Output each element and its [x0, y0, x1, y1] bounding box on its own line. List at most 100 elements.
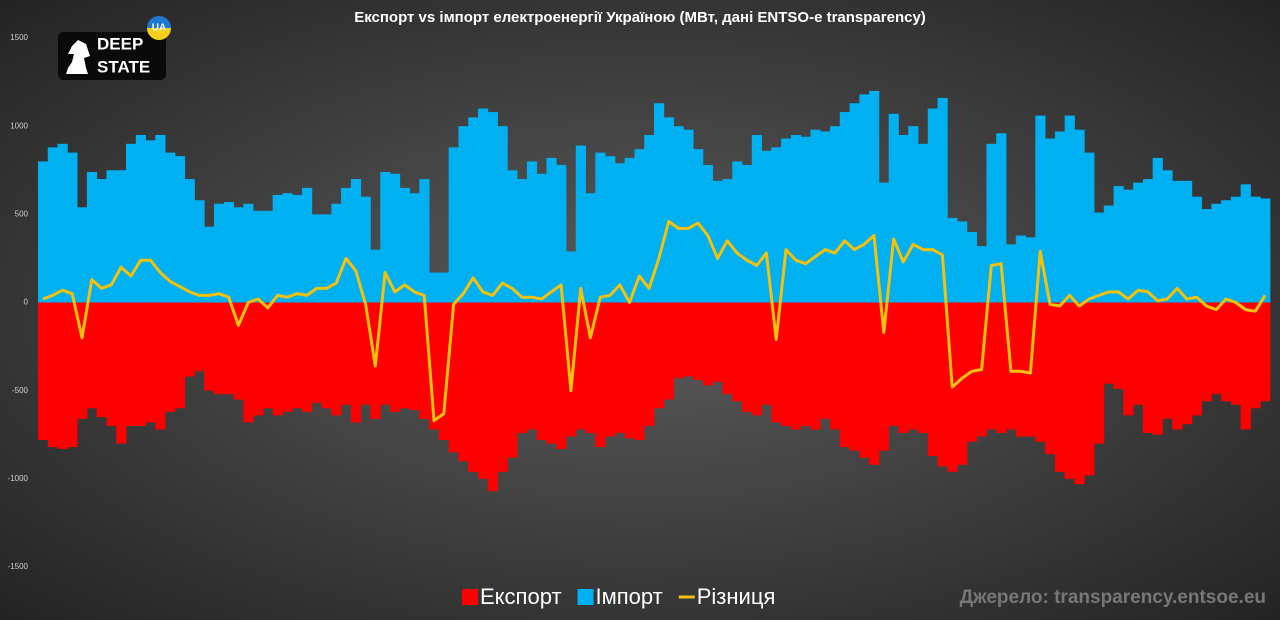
- bar: [478, 302, 489, 479]
- bar: [957, 221, 968, 303]
- bar: [693, 302, 704, 381]
- bar: [282, 302, 293, 412]
- bar: [908, 302, 919, 430]
- bar: [116, 170, 127, 303]
- bar: [1103, 205, 1114, 303]
- bar: [859, 302, 870, 458]
- bar: [67, 302, 78, 448]
- bar: [487, 302, 498, 492]
- bar: [184, 302, 195, 377]
- bar: [243, 302, 254, 423]
- bar: [1152, 302, 1163, 435]
- bar: [47, 147, 58, 303]
- bar: [223, 302, 234, 395]
- bar: [331, 302, 342, 416]
- bar: [438, 272, 450, 303]
- bar: [419, 179, 430, 303]
- bar: [38, 161, 49, 303]
- bar: [370, 249, 381, 303]
- bar: [429, 272, 440, 303]
- bar: [683, 302, 694, 377]
- bar: [878, 182, 890, 303]
- bar: [1142, 179, 1154, 303]
- y-tick-label: 500: [15, 209, 29, 218]
- y-tick-label: 1000: [10, 121, 28, 130]
- legend-swatch: [462, 589, 478, 605]
- bar: [898, 134, 909, 303]
- bar: [1211, 302, 1222, 395]
- bar: [311, 302, 322, 404]
- bar: [800, 302, 811, 426]
- bar: [624, 157, 635, 303]
- bar: [810, 129, 821, 303]
- bar: [673, 302, 684, 379]
- legend-label: Різниця: [697, 584, 776, 609]
- bar: [927, 108, 938, 303]
- bar: [820, 302, 831, 419]
- bar: [1074, 302, 1085, 485]
- bar: [223, 201, 234, 303]
- bar: [174, 302, 186, 409]
- logo-knight: [66, 40, 90, 74]
- bar: [399, 187, 410, 303]
- bar: [1191, 302, 1202, 416]
- bar: [1201, 209, 1212, 303]
- logo: DEEP STATE UA: [58, 16, 171, 80]
- bar: [233, 302, 244, 400]
- bar: [302, 187, 313, 303]
- bar: [693, 149, 704, 303]
- bar: [1240, 302, 1251, 430]
- bar: [830, 126, 841, 303]
- bar: [292, 302, 303, 409]
- bar: [233, 207, 244, 303]
- bar: [458, 126, 469, 303]
- bar: [272, 302, 283, 416]
- bar: [399, 302, 410, 409]
- bar: [262, 302, 274, 409]
- bar: [702, 302, 714, 386]
- bar: [517, 179, 528, 303]
- bar: [878, 302, 890, 451]
- bar: [654, 103, 665, 303]
- legend: Експорт Імпорт Різниця: [462, 584, 775, 609]
- bar: [644, 302, 655, 426]
- bar: [126, 143, 137, 303]
- bar: [174, 156, 186, 303]
- bar: [497, 126, 508, 303]
- bar: [1094, 302, 1105, 444]
- bar: [507, 170, 518, 303]
- bar: [820, 131, 831, 303]
- bar: [487, 112, 498, 303]
- bar: [106, 302, 117, 426]
- bar: [937, 302, 948, 467]
- bar: [1064, 115, 1075, 303]
- bar: [1094, 212, 1105, 303]
- bar: [1133, 302, 1144, 405]
- bar: [1025, 237, 1036, 303]
- bar: [888, 302, 899, 426]
- bar: [683, 129, 694, 303]
- bar: [497, 302, 508, 472]
- logo-text: STATE: [97, 57, 150, 76]
- bar: [204, 226, 215, 303]
- bar: [380, 302, 391, 405]
- bar: [1015, 235, 1026, 303]
- bar: [1162, 302, 1173, 419]
- bar: [135, 302, 146, 426]
- bar: [106, 170, 117, 303]
- bar: [311, 214, 322, 303]
- bar: [1123, 189, 1134, 303]
- bar: [1221, 200, 1232, 303]
- bar: [1250, 302, 1261, 409]
- bar: [634, 149, 645, 303]
- bar: [155, 134, 166, 303]
- bar: [341, 187, 352, 303]
- bar: [546, 157, 557, 303]
- bar: [546, 302, 557, 444]
- legend-label: Імпорт: [596, 584, 663, 609]
- bar: [468, 117, 479, 303]
- bar: [478, 108, 489, 303]
- bar: [458, 302, 469, 462]
- bar: [595, 152, 606, 303]
